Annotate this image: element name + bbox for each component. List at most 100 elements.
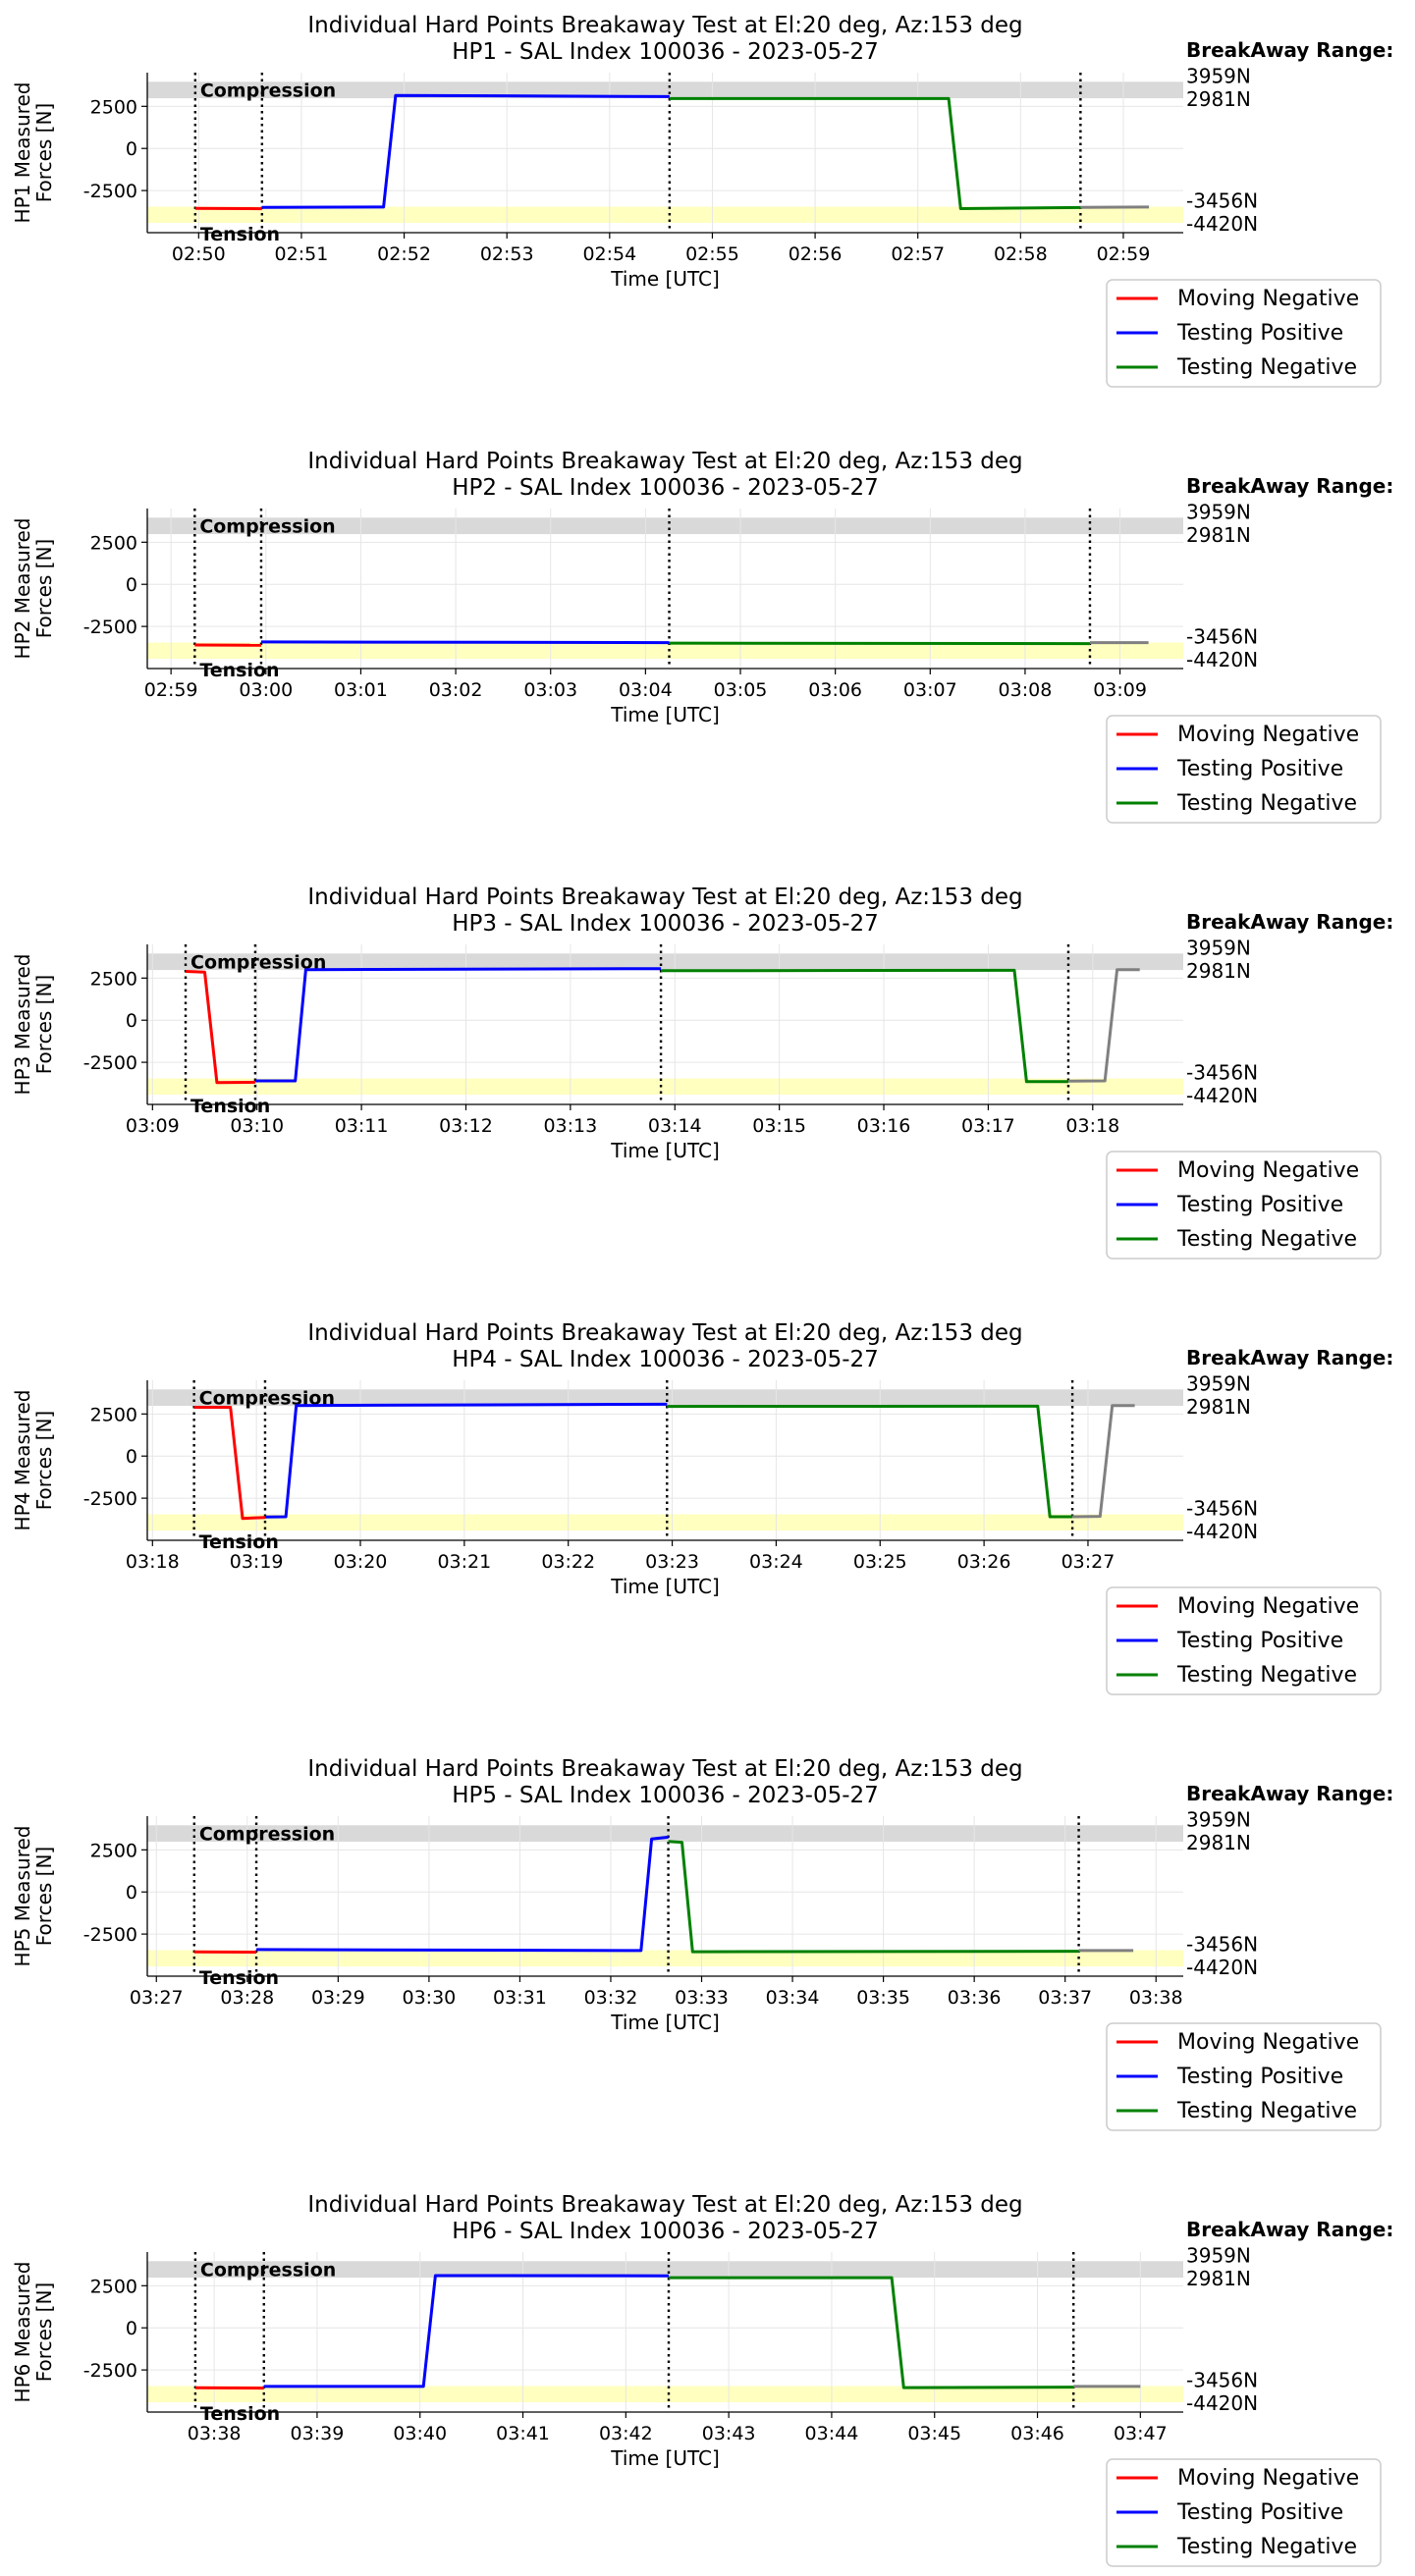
chart-subtitle: HP6 - SAL Index 100036 - 2023-05-27 (452, 2219, 879, 2244)
x-tick-label: 03:39 (291, 2423, 345, 2444)
x-tick-label: 02:57 (891, 243, 945, 265)
x-tick-label: 03:38 (1129, 1987, 1183, 2009)
legend-entry-label: Testing Negative (1176, 1663, 1357, 1688)
x-tick-label: 03:34 (766, 1987, 820, 2009)
breakaway-value-lower: -4420N (1186, 648, 1258, 671)
x-tick-label: 03:33 (675, 1987, 729, 2009)
chart-title: Individual Hard Points Breakaway Test at… (307, 13, 1022, 38)
breakaway-value-lower-inner: -3456N (1186, 1933, 1258, 1957)
x-tick-label: 03:01 (334, 679, 388, 701)
tension-label: Tension (200, 224, 280, 245)
legend-box (1106, 1151, 1382, 1260)
breakaway-value-upper: 3959N (1186, 2243, 1251, 2267)
breakaway-value-lower-inner: -3456N (1186, 189, 1258, 213)
x-tick-label: 03:12 (439, 1115, 493, 1137)
legend-entry-label: Testing Positive (1176, 2500, 1343, 2525)
x-tick-label: 02:59 (144, 679, 198, 701)
compression-label: Compression (200, 2259, 336, 2281)
series-line-testing-positive (254, 967, 662, 1083)
chart-title: Individual Hard Points Breakaway Test at… (307, 1756, 1022, 1782)
series-line-testing-positive (264, 1402, 668, 1519)
x-tick-label: 03:28 (220, 1987, 274, 2009)
tension-label: Tension (190, 1096, 270, 1117)
y-tick-label: -2500 (83, 2360, 137, 2382)
breakaway-value-lower: -4420N (1186, 1956, 1258, 1979)
series-line-moving-negative (185, 970, 255, 1085)
x-tick-label: 03:29 (311, 1987, 365, 2009)
series-line-moving-negative (193, 1406, 266, 1521)
legend-entry-label: Testing Negative (1176, 2535, 1357, 2559)
x-axis-label: Time [UTC] (610, 2446, 720, 2470)
x-tick-label: 03:09 (126, 1115, 180, 1137)
legend: Moving Negative Testing Positive Testing N… (1106, 1151, 1382, 1260)
x-tick-label: 03:37 (1038, 1987, 1092, 2009)
y-tick-label: 2500 (90, 532, 137, 554)
series-line-testing-negative (661, 968, 1069, 1084)
legend-entry-label: Moving Negative (1177, 1594, 1359, 1619)
x-tick-label: 03:13 (543, 1115, 597, 1137)
chart-title: Individual Hard Points Breakaway Test at… (307, 1320, 1022, 1346)
legend-entry-label: Testing Negative (1176, 791, 1357, 816)
x-tick-label: 03:46 (1010, 2423, 1064, 2444)
chart-panel-6: Individual Hard Points Breakaway Test at… (11, 2192, 1393, 2567)
breakaway-value-upper: 3959N (1186, 64, 1251, 87)
x-tick-label: 03:44 (805, 2423, 859, 2444)
y-tick-label: 0 (126, 1010, 137, 1032)
x-tick-label: 03:02 (429, 679, 483, 701)
x-axis-label: Time [UTC] (610, 703, 720, 726)
x-tick-label: 02:53 (480, 243, 534, 265)
breakaway-value-lower-inner: -3456N (1186, 625, 1258, 649)
x-tick-label: 03:09 (1093, 679, 1147, 701)
chart-title: Individual Hard Points Breakaway Test at… (307, 449, 1022, 474)
x-axis-label: Time [UTC] (610, 1575, 720, 1598)
x-tick-label: 03:06 (808, 679, 862, 701)
x-tick-label: 03:04 (619, 679, 673, 701)
y-tick-label: -2500 (83, 1052, 137, 1074)
legend-entry-label: Testing Negative (1176, 1227, 1357, 1252)
compression-band (147, 1825, 1183, 1843)
chart-panel-4: Individual Hard Points Breakaway Test at… (11, 1320, 1393, 1695)
x-tick-label: 02:56 (789, 243, 843, 265)
breakaway-range-title: BreakAway Range: (1186, 2218, 1393, 2241)
x-tick-label: 03:38 (188, 2423, 242, 2444)
series-line-testing-negative (668, 1840, 1079, 1954)
tension-label: Tension (199, 1967, 279, 1989)
chart-subtitle: HP2 - SAL Index 100036 - 2023-05-27 (452, 475, 879, 501)
x-tick-label: 02:59 (1097, 243, 1151, 265)
x-tick-label: 03:08 (999, 679, 1053, 701)
compression-label: Compression (200, 80, 336, 101)
legend: Moving Negative Testing Positive Testing N… (1106, 1586, 1382, 1695)
x-tick-label: 03:17 (961, 1115, 1015, 1137)
y-tick-label: 2500 (90, 1404, 137, 1425)
legend-entry-label: Moving Negative (1177, 2030, 1359, 2055)
compression-band (147, 2261, 1183, 2279)
legend-box (1106, 2458, 1382, 2567)
legend: Moving Negative Testing Positive Testing N… (1106, 279, 1382, 388)
y-axis-label-line-1: HP3 Measured (11, 954, 34, 1096)
y-tick-label: -2500 (83, 1488, 137, 1510)
legend-entry-label: Testing Positive (1176, 2065, 1343, 2089)
y-tick-label: 2500 (90, 2276, 137, 2297)
x-tick-label: 03:35 (856, 1987, 910, 2009)
y-axis-label-line-2: Forces [N] (32, 2282, 56, 2382)
x-axis-label: Time [UTC] (610, 1139, 720, 1162)
series-line-testing-positive (260, 640, 670, 645)
y-tick-label: -2500 (83, 617, 137, 638)
breakaway-value-upper-inner: 2981N (1186, 87, 1251, 111)
chart-panel-2: Individual Hard Points Breakaway Test at… (11, 449, 1393, 824)
y-tick-label: 0 (126, 2318, 137, 2339)
breakaway-value-lower-inner: -3456N (1186, 1061, 1258, 1085)
breakaway-value-lower-inner: -3456N (1186, 2369, 1258, 2392)
breakaway-value-upper: 3959N (1186, 500, 1251, 523)
chart-panel-3: Individual Hard Points Breakaway Test at… (11, 885, 1393, 1260)
x-tick-label: 03:10 (230, 1115, 284, 1137)
x-tick-label: 03:27 (1061, 1551, 1116, 1573)
y-axis-label-line-1: HP4 Measured (11, 1390, 34, 1531)
x-axis-label: Time [UTC] (610, 267, 720, 291)
y-axis-label-line-2: Forces [N] (32, 103, 56, 202)
y-axis-label-line-2: Forces [N] (32, 1847, 56, 1946)
x-tick-label: 03:42 (599, 2423, 653, 2444)
compression-band (147, 517, 1183, 535)
chart-subtitle: HP5 - SAL Index 100036 - 2023-05-27 (452, 1783, 879, 1808)
